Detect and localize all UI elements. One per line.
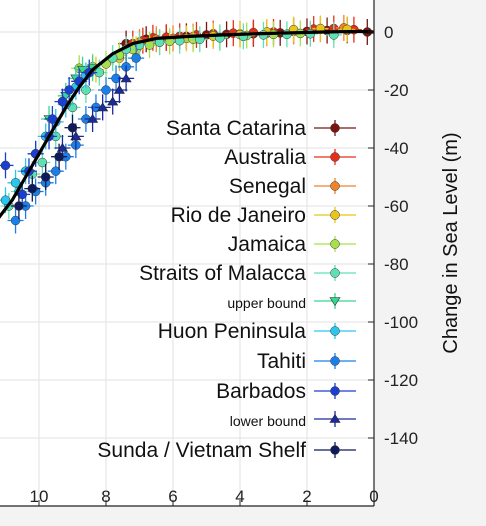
- x-tick-label: 4: [235, 487, 244, 506]
- x-tick-label: 8: [101, 487, 110, 506]
- point-huon-peninsula: [10, 178, 21, 188]
- plot-background: [0, 0, 374, 506]
- y-tick-label: -20: [384, 81, 409, 100]
- legend-label-huon-peninsula: Huon Peninsula: [158, 320, 307, 343]
- y-tick-label: -60: [384, 197, 409, 216]
- point-sunda-vietnam-shelf: [67, 122, 78, 133]
- point-lower-bound: [97, 102, 109, 112]
- legend-marker-straits-of-malacca: [330, 268, 340, 278]
- legend-marker-jamaica: [330, 239, 340, 249]
- point-lower-bound: [120, 73, 132, 83]
- legend-marker-lower-bound: [329, 413, 341, 423]
- legend-marker-upper-bound: [329, 297, 341, 307]
- point-sunda-vietnam-shelf: [40, 172, 51, 182]
- point-barbados: [64, 85, 74, 95]
- point-barbados: [57, 96, 68, 107]
- point-lower-bound: [70, 131, 82, 141]
- point-tahiti: [51, 166, 61, 176]
- point-sunda-vietnam-shelf: [14, 201, 24, 211]
- legend-label-straits-of-malacca: Straits of Malacca: [139, 262, 306, 285]
- legend-label-australia: Australia: [224, 146, 306, 169]
- legend-label-upper-bound: upper bound: [227, 295, 306, 311]
- point-barbados: [47, 114, 58, 124]
- x-tick-label: 2: [302, 487, 311, 506]
- point-lower-bound: [87, 113, 99, 123]
- point-tahiti: [131, 53, 141, 63]
- legend-marker-australia: [330, 152, 340, 162]
- legend-label-santa-catarina: Santa Catarina: [166, 117, 306, 140]
- point-lower-bound: [56, 142, 68, 152]
- point-tahiti: [10, 215, 21, 226]
- legend-marker-barbados: [330, 386, 340, 396]
- point-huon-peninsula: [0, 195, 11, 205]
- y-tick-label: -100: [384, 313, 418, 332]
- x-tick-label: 6: [168, 487, 177, 506]
- legend-marker-huon-peninsula: [330, 326, 340, 336]
- legend-label-senegal: Senegal: [229, 175, 306, 198]
- y-tick-label: -80: [384, 255, 409, 274]
- point-barbados: [17, 189, 27, 200]
- legend-marker-santa-catarina: [330, 123, 340, 133]
- legend: Santa Catarina Australia Senegal Rio de Jan…: [97, 117, 356, 462]
- legend-label-lower-bound: lower bound: [230, 413, 306, 429]
- legend-label-rio-de-janeiro: Rio de Janeiro: [171, 204, 306, 227]
- point-sunda-vietnam-shelf: [54, 151, 64, 162]
- legend-marker-senegal: [330, 181, 340, 191]
- y-tick-label: -40: [384, 139, 409, 158]
- point-sunda-vietnam-shelf: [27, 183, 38, 194]
- legend-label-tahiti: Tahiti: [257, 350, 306, 373]
- x-tick-label: 0: [369, 487, 378, 506]
- axes: 0 -20 -40 -60 -80 -100 -120 -140 10 8 6 4 2 0: [0, 0, 418, 507]
- legend-label-jamaica: Jamaica: [228, 233, 307, 256]
- y-axis-label: Change in Sea Level (m): [440, 132, 462, 353]
- point-tahiti: [101, 85, 111, 95]
- sea-level-curve: [0, 29, 374, 219]
- y-tick-label: -140: [384, 429, 418, 448]
- y-tick-label: -120: [384, 371, 418, 390]
- point-straits-of-malacca: [37, 157, 48, 168]
- point-lower-bound: [113, 84, 125, 94]
- legend-label-barbados: Barbados: [216, 380, 306, 403]
- data-marks: [0, 14, 374, 234]
- legend-marker-sunda-vietnam-shelf: [330, 445, 340, 455]
- x-tick-label: 10: [30, 487, 49, 506]
- point-lower-bound: [107, 96, 119, 106]
- point-barbados: [0, 160, 11, 171]
- legend-marker-tahiti: [330, 356, 340, 366]
- legend-label-sunda-vietnam-shelf: Sunda / Vietnam Shelf: [97, 439, 306, 462]
- y-tick-label: 0: [384, 23, 393, 42]
- legend-marker-rio-de-janeiro: [330, 210, 340, 220]
